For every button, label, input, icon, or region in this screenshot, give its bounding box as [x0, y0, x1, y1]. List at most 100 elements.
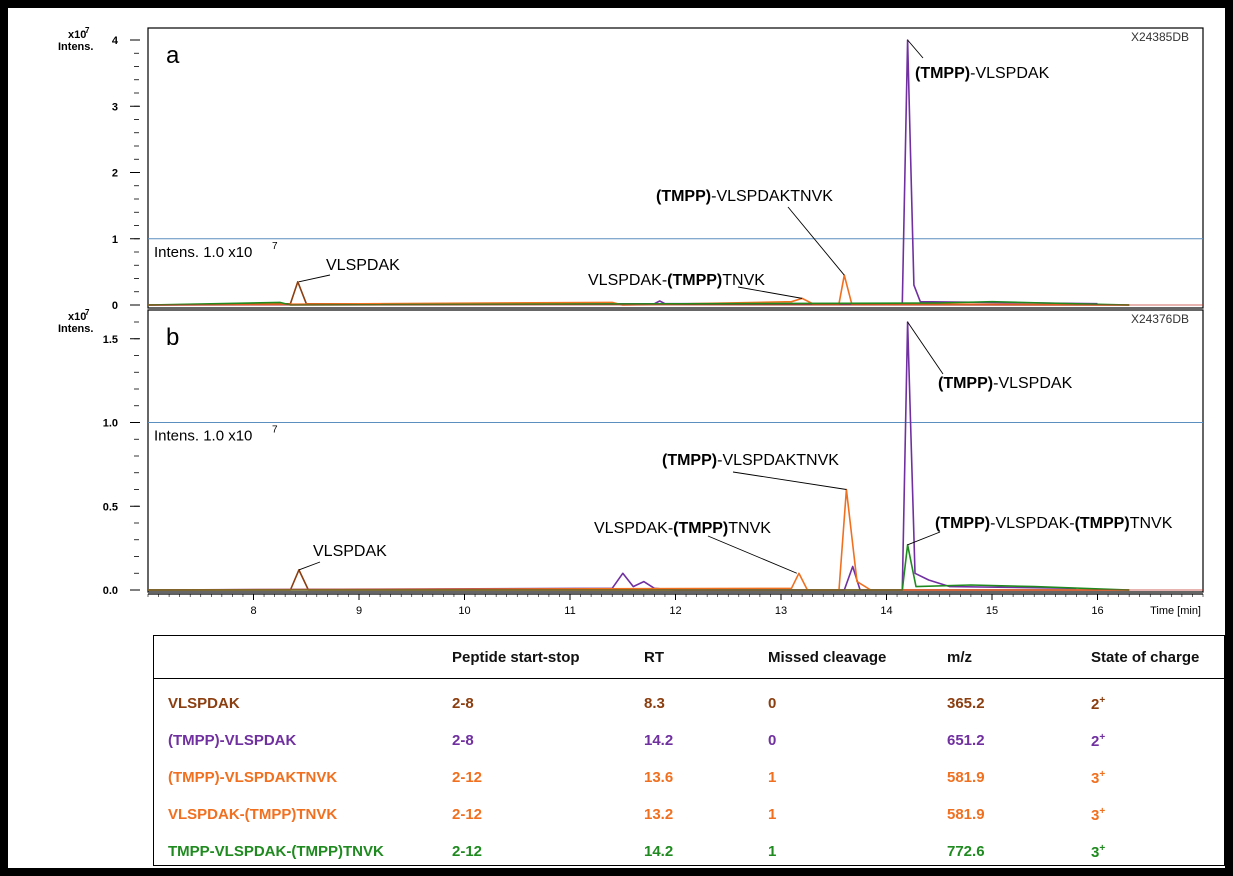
table-cell: (TMPP)-VLSPDAK — [168, 732, 297, 749]
y-axis-label: Intens. — [58, 323, 93, 335]
table-row: VLSPDAK-(TMPP)TNVK 2-12 13.2 1 581.9 3+ — [154, 796, 1224, 833]
x-tick-label: 16 — [1091, 605, 1103, 617]
table-cell: 1 — [768, 843, 777, 860]
x-tick-label: 10 — [458, 605, 470, 617]
x-tick-label: 8 — [250, 605, 256, 617]
annotation-leader — [907, 531, 941, 546]
table-cell: 581.9 — [947, 806, 985, 823]
peak-label-part: -VLSPDAKTNVK — [711, 188, 833, 205]
charge-sign: + — [1099, 731, 1106, 743]
table-row: TMPP-VLSPDAK-(TMPP)TNVK 2-12 14.2 1 772.… — [154, 833, 1224, 868]
x-tick-label: 13 — [775, 605, 787, 617]
y-multiplier: x10 — [68, 29, 86, 41]
table-header: State of charge — [1077, 636, 1224, 679]
x-tick-label: 9 — [356, 605, 362, 617]
reference-line-label: Intens. 1.0 x10 — [154, 244, 252, 261]
y-multiplier-exp: 7 — [85, 26, 90, 35]
charge-sign: + — [1099, 805, 1106, 817]
peak-label: (TMPP)-VLSPDAK — [915, 65, 1050, 82]
peak-label-part: (TMPP) — [915, 65, 970, 82]
peak-label-part: -VLSPDAKTNVK — [717, 452, 839, 469]
annotation-leader — [298, 561, 321, 571]
peak-label: (TMPP)-VLSPDAKTNVK — [656, 188, 833, 205]
peak-label: VLSPDAK — [326, 257, 400, 274]
annotation-leader — [707, 535, 797, 574]
table-cell: 8.3 — [644, 695, 665, 712]
annotation-leader — [907, 321, 944, 375]
table-cell: VLSPDAK-(TMPP)TNVK — [168, 806, 338, 823]
series-line-purple — [147, 321, 1077, 591]
table-cell: 581.9 — [947, 769, 985, 786]
table-cell: 3+ — [1077, 759, 1224, 796]
table-cell: 651.2 — [947, 732, 985, 749]
peak-label-part: (TMPP) — [935, 515, 990, 532]
table-cell: 14.2 — [644, 843, 674, 860]
table-cell: 772.6 — [947, 843, 985, 860]
peak-label-part: -VLSPDAK- — [990, 515, 1074, 532]
table-cell: TMPP-VLSPDAK-(TMPP)TNVK — [168, 843, 384, 860]
peak-label: VLSPDAK-(TMPP)TNVK — [594, 520, 771, 537]
peak-label-part: (TMPP) — [656, 188, 711, 205]
x-tick-label: 11 — [564, 605, 575, 617]
table-header-row: Peptide start-stop RT Missed cleavage m/… — [154, 636, 1224, 679]
y-axis-label: Intens. — [58, 41, 93, 53]
x-tick-label: 15 — [986, 605, 998, 617]
peak-label-part: (TMPP) — [667, 272, 722, 289]
table-cell: 0 — [768, 695, 777, 712]
annotation-leader — [737, 286, 803, 299]
charge-value: 3 — [1091, 769, 1100, 787]
charge-sign: + — [1099, 694, 1106, 706]
y-tick-label: 0 — [112, 300, 118, 312]
table-row: (TMPP)-VLSPDAK 2-8 14.2 0 651.2 2+ — [154, 722, 1224, 759]
x-tick-label: 14 — [880, 605, 892, 617]
table-cell: 3+ — [1077, 833, 1224, 868]
reference-line-label-exp: 7 — [272, 425, 278, 436]
series-line-green — [147, 300, 1130, 306]
annotation-leader — [732, 471, 847, 490]
x-axis-label: Time [min] — [1150, 605, 1201, 617]
annotation-leader — [787, 206, 845, 276]
peak-label-part: TNVK — [728, 520, 771, 537]
reference-line-label-exp: 7 — [272, 241, 278, 252]
y-tick-label: 1.0 — [103, 418, 118, 430]
annotation-leader — [907, 39, 924, 59]
peak-label-part: TNVK — [722, 272, 765, 289]
y-tick-label: 0.5 — [103, 501, 118, 513]
table-cell: 13.2 — [644, 806, 674, 823]
table-header — [154, 636, 438, 679]
charge-sign: + — [1099, 842, 1106, 854]
table-cell: 2-8 — [452, 695, 474, 712]
reference-line-label: Intens. 1.0 x10 — [154, 428, 252, 445]
table-header: m/z — [933, 636, 1077, 679]
peak-label: (TMPP)-VLSPDAKTNVK — [662, 452, 839, 469]
peak-label-part: (TMPP) — [938, 375, 993, 392]
table-cell: 2+ — [1077, 679, 1224, 723]
peak-label-part: (TMPP) — [1075, 515, 1130, 532]
charge-value: 2 — [1091, 695, 1100, 713]
peak-label-part: -VLSPDAK — [970, 65, 1049, 82]
peak-label-part: VLSPDAK — [313, 543, 387, 560]
results-table: Peptide start-stop RT Missed cleavage m/… — [153, 635, 1225, 866]
table-cell: 2-12 — [452, 843, 483, 860]
table-row: VLSPDAK 2-8 8.3 0 365.2 2+ — [154, 679, 1224, 723]
table-cell: 0 — [768, 732, 777, 749]
panel-label: b — [166, 324, 179, 351]
charge-value: 2 — [1091, 732, 1100, 750]
table-cell: 365.2 — [947, 695, 985, 712]
y-tick-label: 3 — [112, 101, 118, 113]
peak-label-part: (TMPP) — [662, 452, 717, 469]
x-tick-label: 12 — [669, 605, 681, 617]
table-row: (TMPP)-VLSPDAKTNVK 2-12 13.6 1 581.9 3+ — [154, 759, 1224, 796]
panel-label: a — [166, 42, 180, 69]
table-cell: 2-12 — [452, 806, 483, 823]
y-tick-label: 4 — [112, 35, 119, 47]
peak-label-part: -VLSPDAK — [993, 375, 1072, 392]
table-cell: 14.2 — [644, 732, 674, 749]
table-cell: 3+ — [1077, 796, 1224, 833]
y-tick-label: 1.5 — [103, 334, 118, 346]
annotation-leader — [298, 274, 331, 283]
figure-canvas: 0 1 2 3 4 x10 7 Intens. a X24385DB Intens. 1.0 x10… — [8, 8, 1225, 868]
peak-label-part: TNVK — [1130, 515, 1173, 532]
table-cell: 2-12 — [452, 769, 483, 786]
